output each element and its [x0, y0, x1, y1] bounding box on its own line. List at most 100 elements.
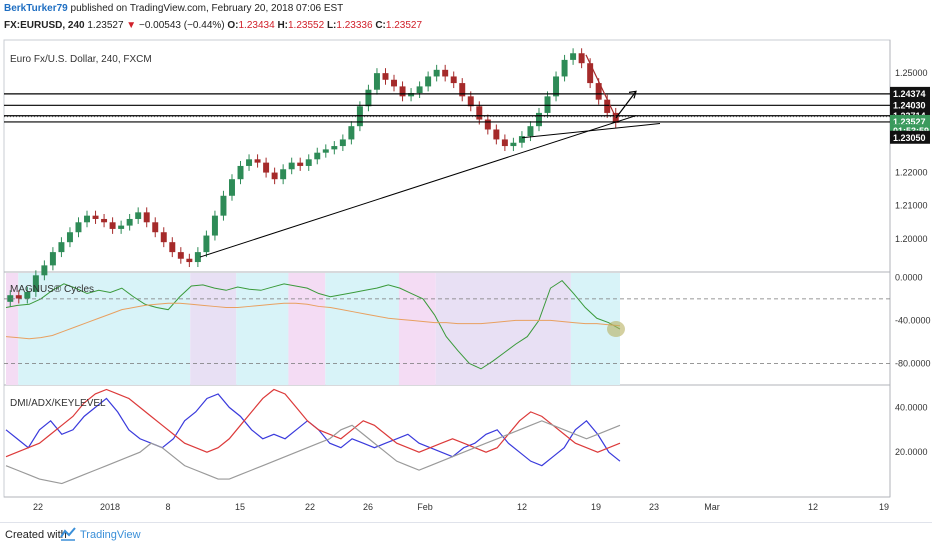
candle-body — [211, 215, 218, 236]
candle-body — [58, 242, 65, 253]
candle-body — [425, 76, 432, 87]
candle-body — [595, 83, 602, 100]
candle-body — [570, 53, 577, 60]
candle-body — [339, 139, 346, 147]
chart-frame — [3, 39, 891, 498]
time-tick-label: 8 — [165, 502, 170, 512]
candle-body — [246, 159, 253, 166]
candle-body — [229, 179, 235, 196]
price-tick-label: 1.20000 — [895, 234, 928, 244]
cycle-zone — [190, 273, 237, 385]
time-tick-label: 22 — [305, 502, 315, 512]
candle-body — [49, 252, 56, 266]
symbol-header: FX:EURUSD, 240 1.23527 ▼ −0.00543 (−0.44… — [4, 20, 422, 31]
candle-body — [305, 159, 312, 166]
time-tick-label: 19 — [591, 502, 601, 512]
candle-body — [271, 172, 278, 180]
price-change: −0.00543 (−0.44%) — [138, 20, 225, 31]
cycle-zone — [325, 273, 399, 385]
candle-body — [450, 76, 457, 84]
candle-body — [24, 291, 31, 299]
candle-body — [373, 73, 380, 90]
axes: 1.250001.230001.220001.210001.200001.243… — [33, 68, 931, 512]
time-tick-label: 2018 — [100, 502, 120, 512]
published-text: published on TradingView.com, February 2… — [70, 3, 344, 14]
candle-body — [297, 162, 304, 166]
candle-body — [237, 165, 244, 180]
candle-body — [331, 146, 338, 150]
candle-body — [518, 136, 525, 143]
candle-body — [536, 112, 542, 127]
horizontal-levels[interactable] — [4, 93, 890, 123]
candle-body — [399, 86, 406, 97]
candle-body — [382, 73, 389, 80]
trendline-drawings[interactable] — [199, 54, 661, 258]
publish-header: BerkTurker79 published on TradingView.co… — [4, 3, 343, 14]
swing-arrow-line — [585, 54, 617, 119]
candle-body — [510, 142, 517, 147]
candle-body — [92, 215, 99, 219]
candle-body — [41, 265, 48, 276]
open-label: O: — [227, 20, 239, 31]
cycles-pane-title: MAGNUS® Cycles — [10, 284, 94, 295]
candle-body — [177, 252, 184, 259]
price-label-text: 1.23050 — [893, 133, 926, 143]
candle-body — [416, 86, 423, 94]
cycle-zone — [398, 273, 436, 385]
dmi-pane-title: DMI/ADX/KEYLEVEL — [10, 398, 106, 409]
symbol-label: FX:EURUSD, 240 — [4, 20, 85, 31]
created-with-text: Created with — [5, 529, 67, 541]
price-tick-label: 1.25000 — [895, 68, 928, 78]
candle-body — [280, 169, 287, 180]
candle-body — [484, 119, 491, 130]
dmi-tick-label: 40.0000 — [895, 402, 928, 412]
close-value: 1.23527 — [385, 20, 423, 31]
cycle-series-line — [5, 279, 621, 370]
dmi-tick-label: 20.0000 — [895, 447, 928, 457]
candle-body — [143, 212, 150, 223]
candle-body — [467, 96, 474, 107]
candle-body — [348, 126, 355, 140]
candle-body — [194, 252, 201, 263]
price-tick-label: 1.22000 — [895, 168, 928, 178]
swing-arrow-line — [615, 91, 637, 119]
highlight-ellipse — [607, 321, 625, 338]
candle-body — [391, 79, 397, 87]
high-value: 1.23552 — [288, 20, 325, 31]
tradingview-link[interactable]: TradingView — [80, 529, 141, 541]
candle-body — [220, 195, 227, 216]
cycle-tick-label: -40.0000 — [895, 315, 931, 325]
candle-body — [109, 222, 116, 229]
candle-body — [32, 275, 39, 292]
price-label-text: 1.24030 — [893, 100, 926, 110]
candle-body — [587, 63, 594, 84]
cycle-zones — [6, 273, 620, 385]
candle-body — [15, 295, 22, 299]
candle-body — [152, 222, 159, 233]
candle-body — [578, 53, 585, 64]
cycle-series-line — [5, 302, 621, 340]
dmi-lines — [5, 388, 621, 485]
candle-body — [75, 222, 82, 233]
time-tick-label: 26 — [363, 502, 373, 512]
price-label-box — [890, 98, 930, 112]
main-pane-title: Euro Fx/U.S. Dollar, 240, FXCM — [10, 54, 152, 65]
candle-body — [527, 126, 534, 137]
time-tick-label: 12 — [517, 502, 527, 512]
low-label: L: — [326, 20, 337, 31]
dmi-series-line — [5, 388, 621, 458]
cycle-tick-label: 0.0000 — [895, 272, 923, 282]
candle-body — [476, 106, 483, 120]
time-tick-label: 23 — [649, 502, 659, 512]
cycle-zone — [236, 273, 289, 385]
open-value: 1.23434 — [238, 20, 275, 31]
tradingview-logo-icon — [60, 527, 76, 541]
author-link[interactable]: BerkTurker79 — [4, 3, 68, 14]
time-tick-label: 19 — [879, 502, 889, 512]
chart-canvas[interactable]: 1.250001.230001.220001.210001.200001.243… — [0, 0, 932, 522]
candle-body — [553, 76, 560, 97]
price-label-text: 1.24374 — [893, 89, 926, 99]
candle-body — [118, 225, 125, 229]
high-label: H: — [277, 20, 288, 31]
